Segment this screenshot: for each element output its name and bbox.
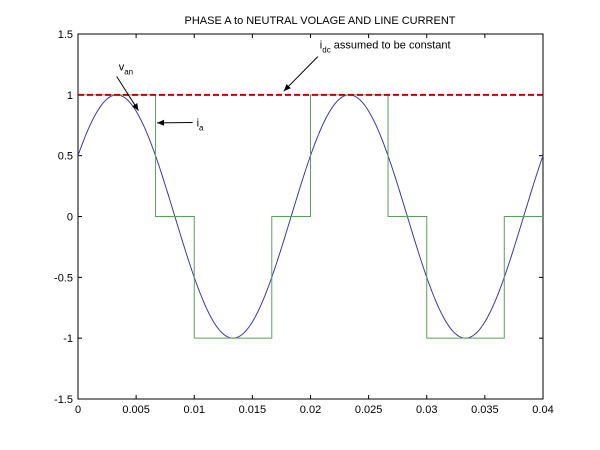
annotation-arrowhead-ia: [157, 119, 165, 126]
y-tick-label: 1.5: [58, 29, 73, 41]
annotation-layer: van idc assumed to be constant ia: [116, 40, 451, 132]
y-tick-label: -1.5: [54, 394, 73, 406]
axis-ticks: 0 0.005 0.01 0.015 0.02 0.025 0.03 0.035 0.04 -1.…: [54, 29, 554, 416]
chart-title: PHASE A to NEUTRAL VOLAGE AND LINE CURRE…: [184, 15, 455, 27]
current-ia-line: [78, 94, 543, 339]
y-tick-label: -0.5: [54, 272, 73, 284]
annotation-label-ia: ia: [197, 117, 204, 132]
y-tick-label: 0: [67, 212, 73, 224]
annotation-arrowhead-van: [132, 103, 139, 111]
annotation-label-van: van: [119, 62, 133, 77]
annotation-label-idc: idc assumed to be constant: [320, 40, 451, 55]
annotation-arrowhead-idc: [283, 84, 291, 92]
y-tick-label: 1: [67, 90, 73, 102]
x-tick-label: 0.04: [532, 404, 553, 416]
x-tick-label: 0.015: [239, 404, 267, 416]
y-tick-label: 0.5: [58, 151, 73, 163]
x-tick-label: 0.01: [184, 404, 205, 416]
x-tick-label: 0.03: [416, 404, 437, 416]
x-tick-label: 0.025: [355, 404, 383, 416]
x-tick-label: 0.035: [471, 404, 499, 416]
x-tick-label: 0: [75, 404, 81, 416]
annotation-arrow-idc: [283, 56, 319, 92]
x-tick-label: 0.005: [122, 404, 150, 416]
series-layer: [77, 93, 544, 339]
x-tick-label: 0.02: [300, 404, 321, 416]
y-tick-label: -1: [63, 333, 73, 345]
